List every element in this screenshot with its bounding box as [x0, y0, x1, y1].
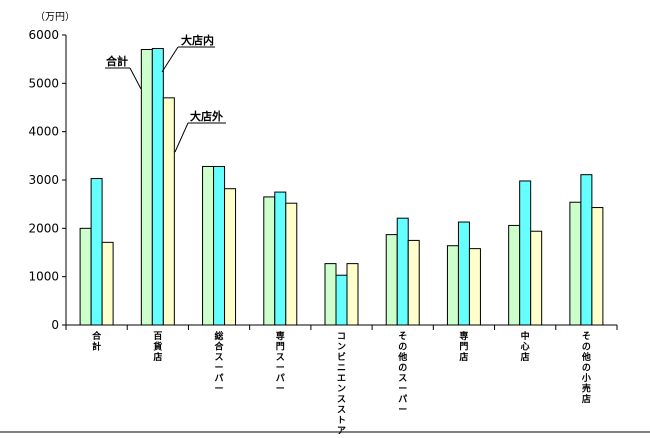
bar-1-5: [396, 217, 409, 326]
bar-2-4: [346, 263, 359, 326]
category-label-4: ニ: [337, 364, 346, 374]
category-label-3: パ: [276, 372, 285, 384]
bar-0-1: [140, 49, 153, 326]
bar-1-2: [213, 165, 226, 326]
bar-1-0: [90, 178, 103, 326]
category-label-5: の: [398, 363, 407, 374]
category-label-5: 他: [397, 351, 407, 363]
bar-2-2: [224, 188, 237, 326]
category-label-5: ス: [398, 373, 407, 384]
annotation-total-label: 合計: [106, 54, 128, 68]
category-label-3: 門: [276, 342, 285, 353]
category-label-2: ー: [215, 364, 224, 374]
category-label-4: ン: [337, 384, 346, 395]
bar-0-2: [202, 165, 215, 326]
category-label-6: 店: [459, 351, 468, 363]
category-label-2: ー: [215, 385, 224, 395]
category-label-1: 店: [153, 351, 162, 363]
bar-0-8: [569, 201, 582, 326]
category-label-4: ア: [337, 426, 346, 435]
category-label-8: の: [582, 363, 591, 374]
bar-1-7: [519, 180, 532, 326]
category-label-8: そ: [582, 331, 591, 342]
category-label-6: 専: [459, 330, 468, 342]
bar-2-8: [591, 207, 604, 326]
bar-1-6: [457, 221, 470, 326]
category-label-8: 売: [582, 383, 591, 395]
category-label-4: ス: [337, 394, 346, 405]
bar-0-4: [324, 263, 337, 326]
bar-1-8: [580, 174, 593, 326]
category-label-5: そ: [398, 331, 407, 342]
category-label-5: ー: [398, 406, 407, 416]
y-tick-label: 0: [51, 318, 59, 332]
category-label-4: ン: [337, 342, 346, 353]
bar-1-1: [151, 48, 164, 326]
category-label-8: 小: [581, 372, 591, 384]
bar-2-6: [468, 248, 481, 326]
bar-0-6: [446, 245, 459, 326]
bar-2-0: [101, 241, 114, 326]
category-label-4: コ: [337, 332, 346, 342]
y-tick-label: 5000: [28, 76, 59, 90]
category-label-4: ビ: [337, 351, 346, 363]
category-label-8: の: [582, 342, 591, 353]
category-label-4: ト: [337, 415, 346, 426]
annotation-large-store-inside: 大店内: [161, 33, 215, 73]
category-label-6: 門: [459, 342, 468, 353]
category-label-8: 店: [582, 393, 591, 405]
annotation-large-store-inside-label: 大店内: [181, 33, 214, 47]
category-label-3: ー: [276, 364, 285, 374]
category-label-3: 専: [276, 330, 285, 342]
annotation-large-store-outside: 大店外: [174, 109, 226, 153]
category-label-7: 心: [521, 342, 530, 353]
category-label-2: 合: [215, 341, 225, 353]
bar-1-3: [274, 191, 287, 326]
bar-2-3: [285, 202, 298, 326]
annotation-large-store-outside-label: 大店外: [190, 109, 223, 123]
category-label-0: 合: [92, 330, 102, 342]
bar-1-4: [335, 274, 348, 326]
category-label-5: ー: [398, 385, 407, 395]
bar-0-5: [385, 234, 398, 326]
y-tick-label: 2000: [28, 221, 59, 235]
y-tick-label: 1000: [28, 270, 59, 284]
y-tick-label: 6000: [28, 28, 59, 42]
category-label-0: 計: [92, 341, 101, 353]
category-label-4: エ: [337, 374, 346, 384]
category-label-2: 総: [215, 330, 224, 342]
category-label-8: 他: [581, 351, 591, 363]
y-axis-unit-label: （万円）: [35, 11, 75, 23]
bar-2-1: [162, 97, 175, 326]
category-label-4: ス: [337, 405, 346, 416]
bar-0-3: [263, 196, 276, 326]
category-label-2: ス: [215, 352, 224, 363]
y-tick-label: 4000: [28, 125, 59, 139]
bar-0-0: [79, 227, 92, 326]
category-label-2: パ: [215, 372, 224, 384]
annotation-total: 合計: [105, 54, 142, 90]
category-label-5: の: [398, 342, 407, 353]
category-label-3: ー: [276, 385, 285, 395]
bar-2-5: [407, 239, 420, 326]
category-label-1: 百: [153, 331, 162, 342]
category-label-1: 貨: [153, 341, 162, 353]
y-tick-label: 3000: [28, 173, 59, 187]
bar-2-7: [530, 230, 543, 326]
category-label-5: パ: [398, 393, 407, 405]
category-label-7: 店: [521, 351, 530, 363]
category-label-3: ス: [276, 352, 285, 363]
bar-0-7: [508, 224, 521, 326]
category-label-7: 中: [521, 330, 530, 342]
